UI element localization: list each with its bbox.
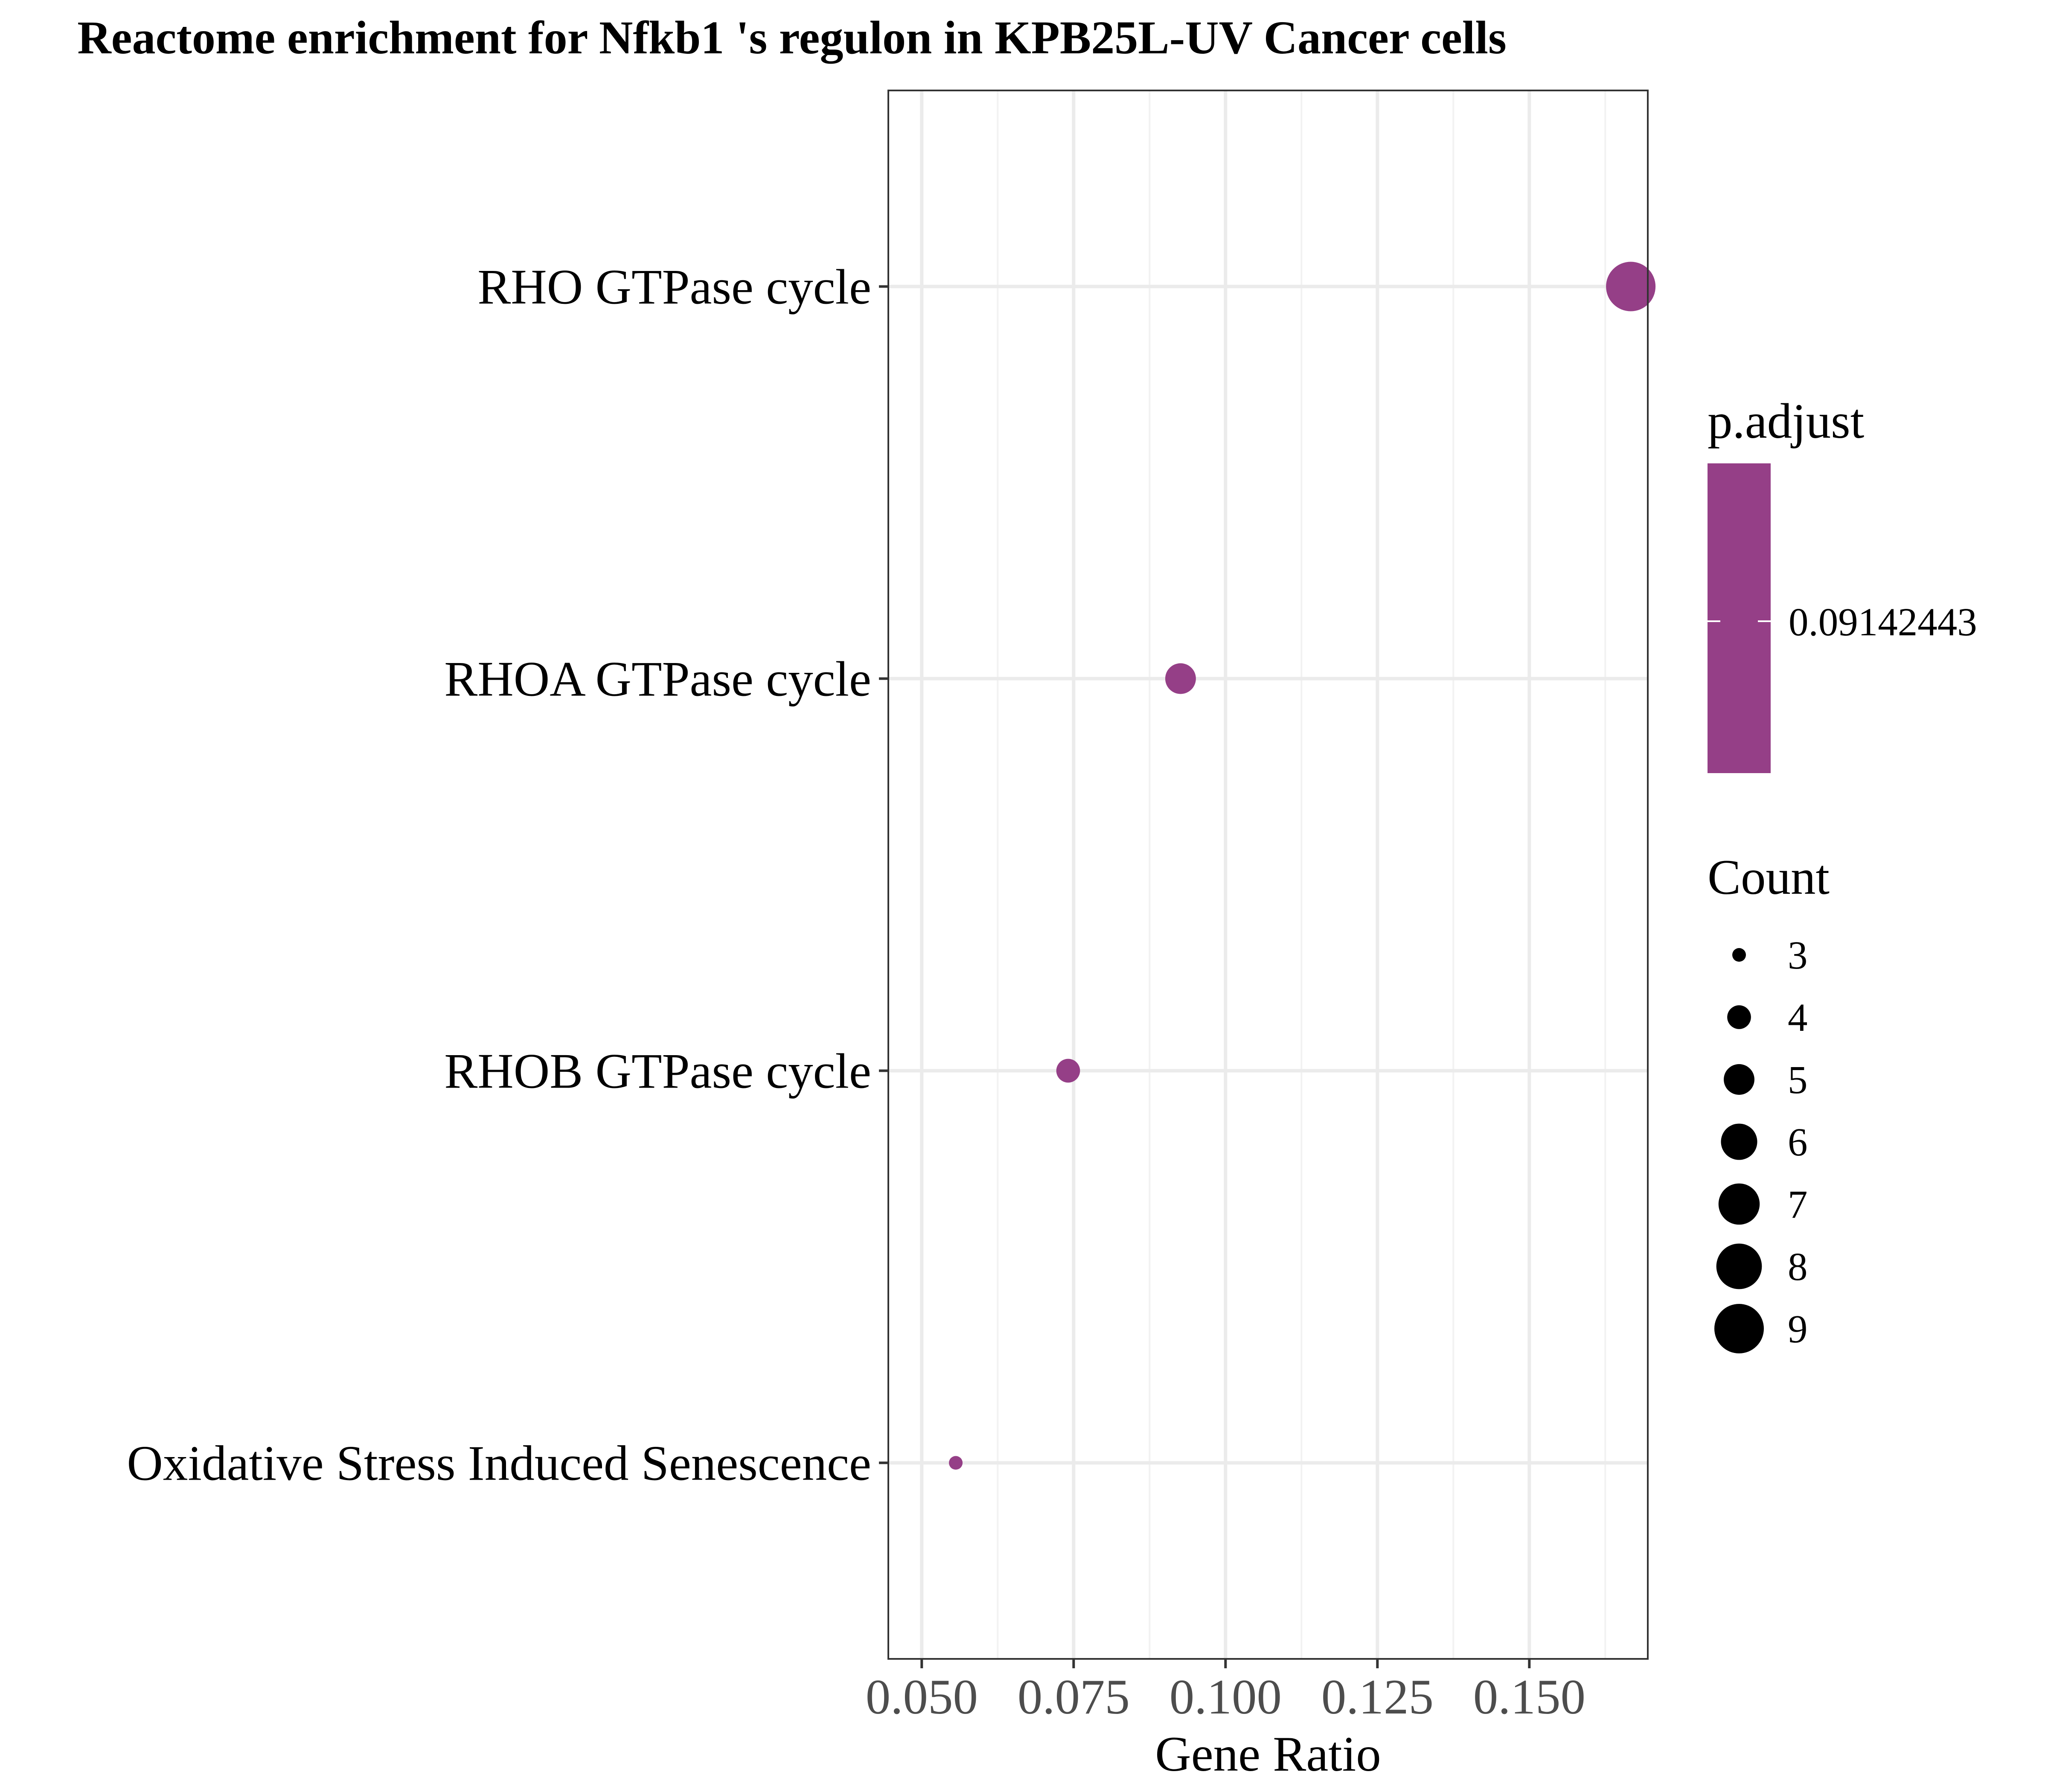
chart-title: Reactome enrichment for Nfkb1 's regulon… <box>77 12 1507 64</box>
size-legend-key <box>1718 1183 1760 1225</box>
x-axis-title: Gene Ratio <box>1155 1727 1381 1782</box>
size-legend-key <box>1721 1123 1757 1160</box>
size-legend-key <box>1727 1005 1751 1029</box>
x-axis: 0.050 0.075 0.100 0.125 0.150 <box>866 1659 1585 1725</box>
y-tick-label: RHOB GTPase cycle <box>444 1044 871 1099</box>
y-tick-label: RHOA GTPase cycle <box>444 652 871 707</box>
size-legend-key <box>1716 1243 1762 1289</box>
data-points <box>949 262 1656 1470</box>
size-legend-label: 4 <box>1788 996 1808 1040</box>
data-point <box>1165 663 1196 694</box>
x-tick-label: 0.100 <box>1169 1670 1282 1725</box>
color-legend-title: p.adjust <box>1708 394 1864 449</box>
size-legend-title: Count <box>1708 850 1830 905</box>
size-legend-label: 6 <box>1788 1120 1808 1164</box>
size-legend-label: 3 <box>1788 934 1808 977</box>
size-legend-label: 5 <box>1788 1058 1808 1102</box>
size-legend-label: 8 <box>1788 1245 1808 1289</box>
plot-panel <box>887 90 1656 1660</box>
x-tick-label: 0.050 <box>866 1670 978 1725</box>
panel-border <box>887 90 1649 1660</box>
data-point <box>1056 1059 1080 1083</box>
size-legend: Count 3 4 5 6 7 8 9 <box>1708 850 1830 1353</box>
legend: p.adjust 0.09142443 Count 3 4 5 6 7 8 9 <box>1708 394 1977 1353</box>
x-tick-label: 0.125 <box>1321 1670 1434 1725</box>
color-legend-label: 0.09142443 <box>1789 600 1977 644</box>
major-gridlines <box>888 90 1648 1659</box>
size-legend-label: 9 <box>1788 1307 1808 1351</box>
y-tick-label: RHO GTPase cycle <box>477 260 871 315</box>
color-bar <box>1708 463 1771 773</box>
data-point <box>949 1456 963 1470</box>
data-point <box>1606 262 1656 311</box>
size-legend-keys: 3 4 5 6 7 8 9 <box>1714 934 1808 1353</box>
minor-gridlines <box>997 90 1606 1659</box>
x-tick-label: 0.075 <box>1018 1670 1130 1725</box>
size-legend-key <box>1724 1064 1754 1095</box>
x-tick-label: 0.150 <box>1473 1670 1585 1725</box>
size-legend-key <box>1714 1304 1764 1353</box>
panel-background <box>888 90 1648 1659</box>
y-tick-label: Oxidative Stress Induced Senescence <box>127 1436 871 1491</box>
y-axis: RHO GTPase cycle RHOA GTPase cycle RHOB GT… <box>127 260 888 1491</box>
size-legend-key <box>1732 948 1746 962</box>
size-legend-label: 7 <box>1788 1183 1808 1227</box>
color-legend: p.adjust 0.09142443 <box>1708 394 1977 773</box>
